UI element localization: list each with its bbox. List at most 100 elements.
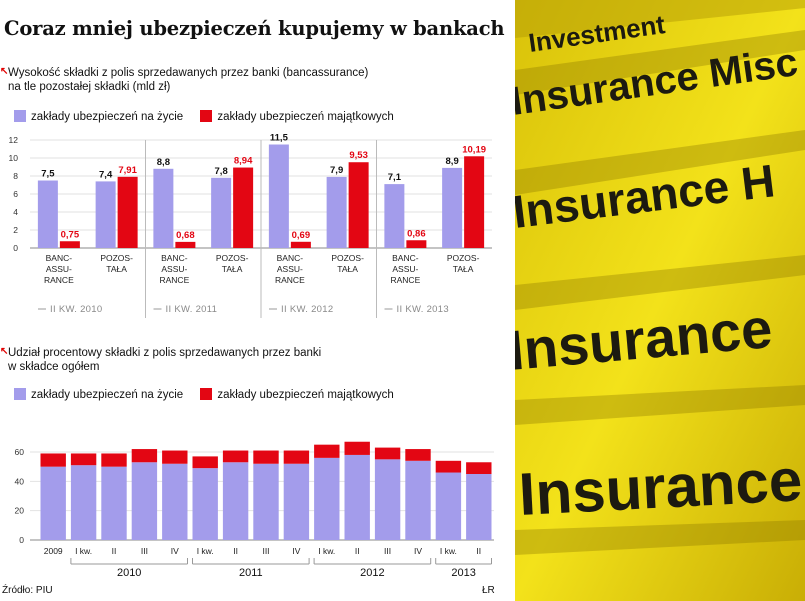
chart1-group-label: II KW. 2012 (281, 304, 333, 315)
photo-label-4: Insurance (517, 446, 804, 528)
chart2-x-tick: I kw. (75, 546, 92, 556)
chart1-value-label-life: 7,1 (388, 172, 402, 183)
chart1-bar-property (117, 176, 138, 248)
chart2-x-tick: IV (414, 546, 422, 556)
chart2-x-tick: II (233, 546, 238, 556)
chart2-bar-property (162, 450, 188, 464)
chart2-bar-property (435, 460, 462, 473)
chart2-bar-property (314, 444, 340, 458)
chart2-bar-property (70, 453, 97, 466)
chart1-value-label-life: 7,5 (41, 169, 55, 180)
chart1-value-label-property: 9,53 (349, 150, 368, 161)
legend-property-label: zakłady ubezpieczeń majątkowych (217, 111, 394, 123)
infographic: Coraz mniej ubezpieczeń kupujemy w banka… (0, 17, 505, 596)
legend2-life-swatch (14, 388, 26, 400)
chart1-group-label: II KW. 2010 (50, 304, 102, 315)
chart2-subtitle: Udział procentowy składki z polis sprzed… (8, 346, 321, 374)
chart2-subtitle-line1: Udział procentowy składki z polis sprzed… (8, 347, 322, 359)
chart1-value-label-property: 7,91 (118, 165, 137, 176)
chart1-category-label: RANCE (275, 275, 305, 285)
chart2-bar-life (405, 460, 431, 540)
legend2-property-swatch (200, 388, 213, 400)
chart1-subtitle: Wysokość składki z polis sprzedawanych p… (8, 66, 368, 94)
chart2-bar-property (374, 447, 401, 460)
chart2-bar-property (131, 449, 158, 463)
chart1-bar-property (406, 240, 427, 248)
chart2-x-tick: III (262, 546, 269, 556)
chart1-category-label: RANCE (390, 275, 420, 285)
chart1-category-label: ASSU- (46, 264, 72, 274)
chart2-bar-property (40, 453, 66, 467)
chart1-bar-property (290, 241, 311, 248)
chart2-y-tick: 60 (15, 447, 25, 457)
chart1-category-label: POZOS- (331, 253, 364, 263)
chart2-bar-life (162, 463, 188, 540)
chart1-category-label: TAŁA (337, 264, 358, 274)
chart2-x-tick: II (112, 546, 117, 556)
chart1-value-label-property: 0,86 (407, 228, 426, 239)
chart2-bar-property (344, 441, 370, 455)
chart2-x-tick: III (384, 546, 391, 556)
chart2-bar-life (40, 466, 66, 540)
chart2-x-tick: IV (171, 546, 179, 556)
chart2-x-tick: III (141, 546, 148, 556)
chart2-bar-life (314, 457, 340, 540)
insurance-photo: Investment Insurance Misc Insurance H In… (515, 0, 805, 601)
legend2-life-label: zakłady ubezpieczeń na życie (31, 389, 184, 401)
legend2-property-label: zakłady ubezpieczeń majątkowych (217, 389, 394, 401)
chart2-y-tick: 40 (15, 476, 25, 486)
chart1-category-label: POZOS- (447, 253, 480, 263)
chart1-category-label: BANC- (277, 253, 304, 263)
chart2-year-label: 2013 (451, 567, 475, 579)
page-title: Coraz mniej ubezpieczeń kupujemy w banka… (4, 17, 505, 40)
chart1-bar-property (175, 241, 196, 248)
chart2-legend: zakłady ubezpieczeń na życie zakłady ube… (14, 388, 394, 401)
chart2-bar-life (435, 472, 462, 540)
chart1-category-label: POZOS- (100, 253, 133, 263)
insurance-folders-image: Investment Insurance Misc Insurance H In… (515, 0, 805, 601)
chart2-x-tick: IV (292, 546, 300, 556)
bullet-marker-icon: ↖︎ (0, 66, 9, 77)
chart1-category-label: RANCE (44, 275, 74, 285)
chart2-x-tick: I kw. (318, 546, 335, 556)
chart2-year-label: 2010 (117, 567, 141, 579)
chart1-value-label-property: 10,19 (462, 144, 486, 155)
chart1-category-label: BANC- (392, 253, 419, 263)
chart1-group-label: II KW. 2011 (166, 304, 218, 315)
chart2-bar-life (374, 459, 401, 540)
chart2-bar-life (253, 463, 279, 540)
chart1-category-label: ASSU- (277, 264, 303, 274)
chart1-bar-property (348, 162, 369, 248)
chart2-bar-life (283, 463, 310, 540)
chart2-bar-life (131, 462, 158, 540)
chart1-y-tick: 4 (13, 207, 18, 217)
chart2-x-tick: II (476, 546, 481, 556)
chart1-y-tick: 8 (13, 171, 18, 181)
chart1-bar-property (233, 167, 254, 248)
chart2-bar-life (344, 454, 370, 540)
chart1-category-label: BANC- (46, 253, 73, 263)
chart2-bar-life (70, 465, 97, 540)
chart1-category-label: RANCE (159, 275, 189, 285)
chart2-subtitle-line2: w składce ogółem (8, 361, 100, 373)
chart2-bar-property (101, 453, 127, 467)
chart1-value-label-life: 8,9 (446, 156, 459, 167)
legend-life-label: zakłady ubezpieczeń na życie (31, 111, 184, 123)
chart1-value-label-life: 7,8 (215, 166, 228, 177)
chart1-value-label-life: 7,4 (99, 169, 113, 180)
chart1-subtitle-line1: Wysokość składki z polis sprzedawanych p… (8, 67, 369, 79)
chart1-legend: zakłady ubezpieczeń na życie zakłady ube… (14, 110, 394, 123)
chart1-bar-property (59, 241, 80, 248)
chart2-y-tick: 20 (15, 506, 25, 516)
source-note: Źródło: PIU (2, 585, 53, 596)
chart1-bar-life (442, 167, 463, 248)
chart1-value-label-life: 8,8 (157, 157, 170, 168)
chart2-x-tick: I kw. (197, 546, 214, 556)
chart2-bar-life (222, 462, 249, 540)
chart1-category-label: TAŁA (453, 264, 474, 274)
chart1-bar-life (95, 181, 116, 248)
chart2-x-tick: II (355, 546, 360, 556)
chart1-value-label-property: 0,69 (292, 230, 311, 241)
